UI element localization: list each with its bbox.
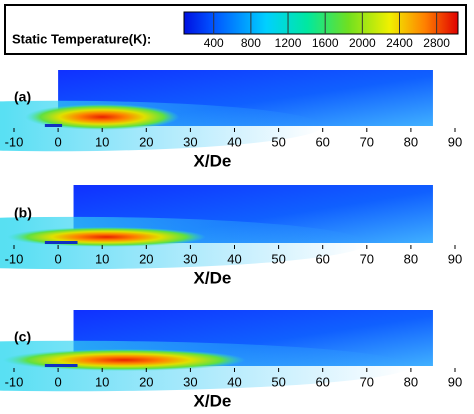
colorbar: 400 800 1200 1600 2000 2400 2800 bbox=[183, 11, 459, 50]
x-tick-label: -10 bbox=[5, 374, 24, 389]
colorbar-tick-label: 2000 bbox=[349, 36, 376, 50]
x-tick-label: 90 bbox=[448, 251, 462, 266]
x-tick-label: 90 bbox=[448, 374, 462, 389]
x-tick-label: 0 bbox=[54, 251, 61, 266]
x-tick-label: 40 bbox=[227, 374, 241, 389]
x-tick-label: 60 bbox=[315, 251, 329, 266]
panels: (a) -10 0 10 20 30 40 50 60 70 80 90 X/De (b) -10 0 10 20… bbox=[0, 70, 462, 410]
hot-core bbox=[7, 227, 206, 247]
x-tick-label: 80 bbox=[404, 251, 418, 266]
colorbar-scale bbox=[183, 11, 459, 35]
x-tick-label: 30 bbox=[183, 251, 197, 266]
hot-core bbox=[25, 104, 180, 130]
x-tick-label: 20 bbox=[139, 134, 153, 149]
x-tick-label: 80 bbox=[404, 374, 418, 389]
x-tick-label: 10 bbox=[95, 251, 109, 266]
x-tick-label: 10 bbox=[95, 134, 109, 149]
x-tick-label: 10 bbox=[95, 374, 109, 389]
colorbar-tick-label: 800 bbox=[241, 36, 261, 50]
x-tick-label: 30 bbox=[183, 134, 197, 149]
panel-label: (c) bbox=[14, 329, 31, 345]
x-axis-label: X/De bbox=[194, 268, 232, 287]
colorbar-tick-label: 2800 bbox=[423, 36, 450, 50]
panel-label: (a) bbox=[14, 89, 31, 105]
x-tick-label: -10 bbox=[5, 251, 24, 266]
x-tick-label: 50 bbox=[271, 374, 285, 389]
panel-label: (b) bbox=[14, 205, 32, 221]
x-tick-label: -10 bbox=[5, 134, 24, 149]
x-tick-label: 0 bbox=[54, 134, 61, 149]
x-tick-label: 0 bbox=[54, 374, 61, 389]
x-tick-label: 70 bbox=[360, 134, 374, 149]
x-tick-label: 60 bbox=[315, 374, 329, 389]
x-tick-label: 90 bbox=[448, 134, 462, 149]
x-tick-label: 80 bbox=[404, 134, 418, 149]
x-tick-label: 40 bbox=[227, 134, 241, 149]
x-tick-label: 40 bbox=[227, 251, 241, 266]
colorbar-tick-label: 400 bbox=[204, 36, 224, 50]
x-tick-label: 20 bbox=[139, 251, 153, 266]
x-tick-label: 30 bbox=[183, 374, 197, 389]
x-axis-label: X/De bbox=[194, 151, 232, 170]
x-tick-label: 50 bbox=[271, 134, 285, 149]
injector bbox=[44, 364, 78, 367]
x-tick-label: 70 bbox=[360, 374, 374, 389]
colorbar-title: Static Temperature(K): bbox=[12, 31, 151, 46]
x-axis-label: X/De bbox=[194, 391, 232, 410]
injector bbox=[44, 124, 63, 127]
x-tick-label: 50 bbox=[271, 251, 285, 266]
colorbar-tick-label: 2400 bbox=[386, 36, 413, 50]
colorbar-tick-label: 1600 bbox=[312, 36, 339, 50]
x-tick-label: 60 bbox=[315, 134, 329, 149]
x-tick-label: 20 bbox=[139, 374, 153, 389]
hot-core bbox=[2, 349, 246, 371]
x-tick-label: 70 bbox=[360, 251, 374, 266]
colorbar-tick-label: 1200 bbox=[275, 36, 302, 50]
injector bbox=[44, 241, 78, 244]
legend-frame bbox=[4, 4, 467, 55]
